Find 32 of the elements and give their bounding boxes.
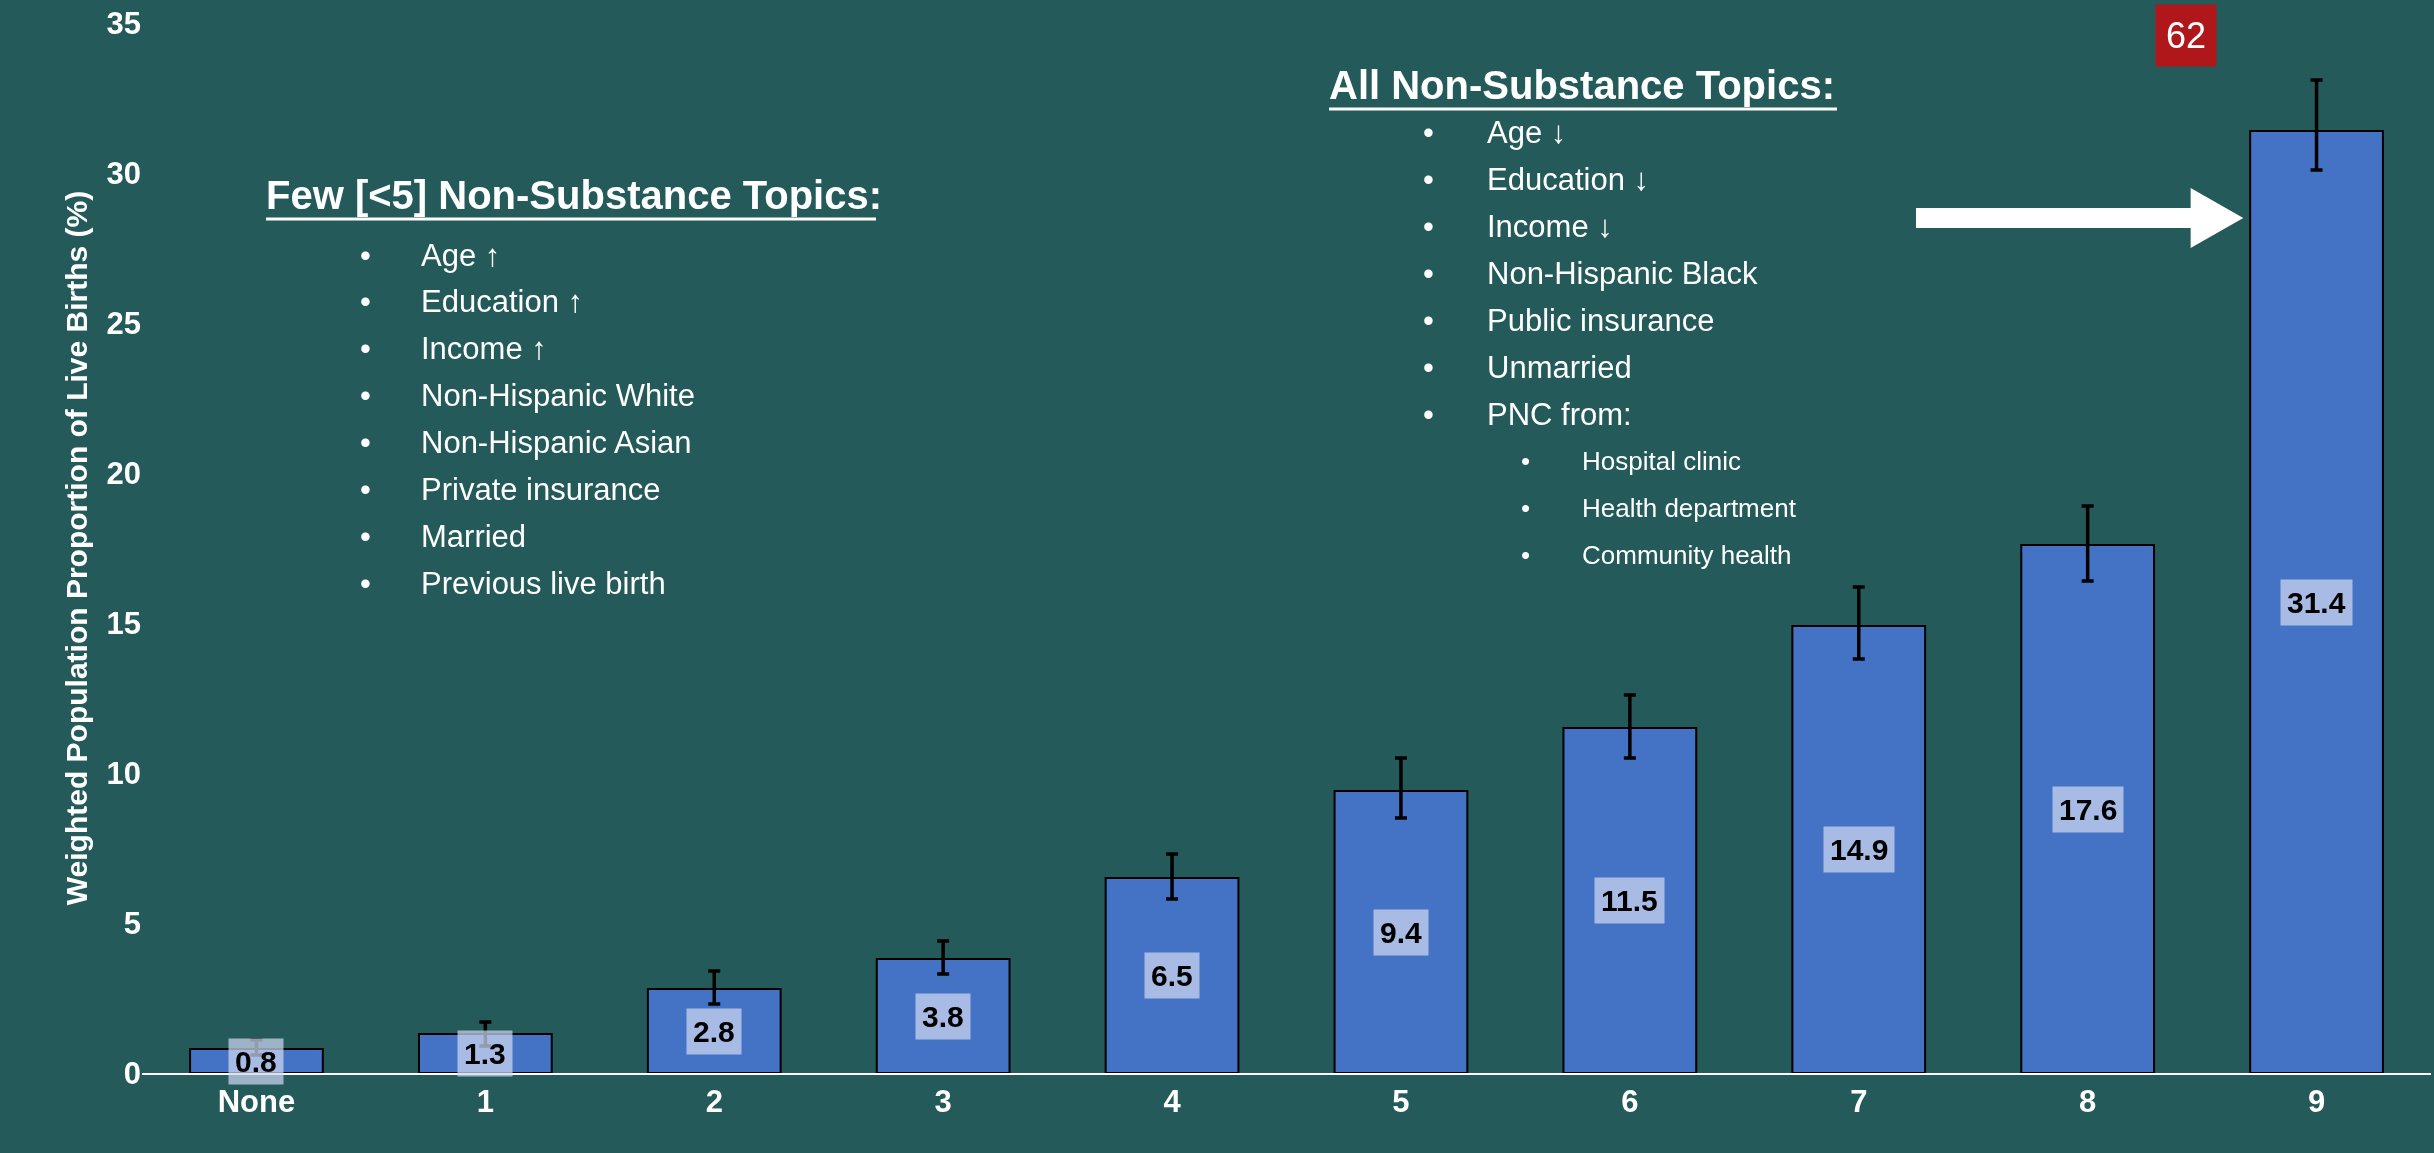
- data-label: 17.6: [2059, 793, 2118, 826]
- x-tick-label: 7: [1850, 1084, 1868, 1120]
- y-tick-label: 25: [106, 305, 141, 341]
- y-tick-label: 20: [106, 455, 141, 491]
- text: Few [<5] Non-Substance Topics: • Age ↑ • Education ↑ • Income ↑ • Non-Hispanic White • Non-Hispanic Asian • Private insurance • Married • Previous live birth: [266, 173, 882, 601]
- y-tick-label: 0: [123, 1055, 141, 1091]
- data-label: 14.9: [1830, 833, 1889, 866]
- data-label: 2.8: [693, 1015, 735, 1048]
- data-label: 3.8: [922, 1000, 964, 1033]
- y-axis-title: Weighted Population Proportion of Live Births (%): [59, 190, 93, 906]
- data-label: 1.3: [464, 1037, 506, 1070]
- x-tick-label: 9: [2307, 1084, 2326, 1120]
- text: All Non-Substance Topics: • Age ↓ • Education ↓ • Income ↓ • Non-Hispanic Black • Public insurance • Unmarried • PNC from: • Hospital clinic • Health department • Community health: [1329, 63, 1835, 570]
- x-tick-label: 5: [1392, 1084, 1410, 1120]
- annotation: 62: [2166, 15, 2207, 56]
- data-label: 6.5: [1151, 959, 1193, 992]
- y-tick-label: 30: [106, 155, 141, 191]
- x-tick-label: 8: [2079, 1084, 2097, 1120]
- data-label: 9.4: [1380, 916, 1423, 949]
- y-tick-label: 10: [106, 755, 141, 791]
- data-label: 0.8: [235, 1045, 277, 1078]
- x-tick-label: 6: [1621, 1084, 1639, 1120]
- y-tick-label: 35: [106, 5, 141, 41]
- y-tick-label: 15: [106, 605, 141, 641]
- x-tick-label: 2: [705, 1084, 723, 1120]
- x-tick-label: None: [217, 1084, 296, 1120]
- y-tick-label: 5: [123, 905, 141, 941]
- x-tick-label: 4: [1163, 1084, 1182, 1120]
- data-label: 31.4: [2287, 586, 2346, 619]
- x-tick-label: 3: [934, 1084, 952, 1120]
- data-label: 11.5: [1601, 884, 1658, 917]
- x-tick-label: 1: [476, 1084, 494, 1120]
